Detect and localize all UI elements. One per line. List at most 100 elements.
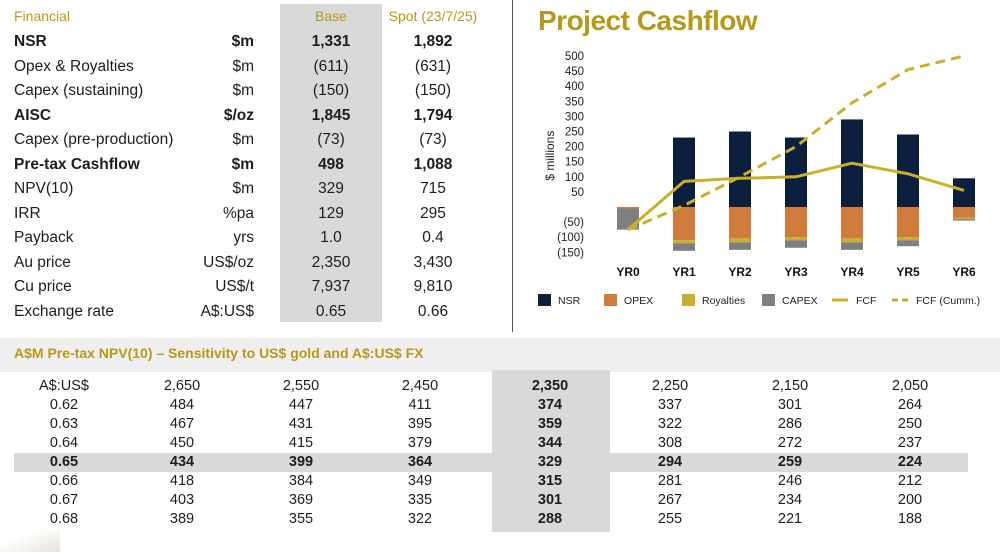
fcf-cumulative-line [627,54,965,232]
x-tick-label: YR3 [784,265,808,279]
financial-row: NSR $m 1,331 1,892 [0,30,500,54]
fx-rate-cell: A$:US$ [39,378,89,394]
npv-cell: 234 [777,492,803,508]
financial-spot: 0.4 [422,229,444,246]
npv-cell: 288 [537,511,563,527]
y-axis-label: $ millions [543,131,557,181]
financial-base: 7,937 [311,278,351,295]
legend-swatch [538,294,551,306]
financial-spot: 1,088 [413,155,453,173]
financial-label: IRR [14,204,41,222]
npv-cell: 221 [777,511,803,527]
sensitivity-row: 0.62 484 447 411 374 337 301 264 [0,396,1000,415]
bar-nsr [953,178,975,207]
npv-cell: 374 [537,397,563,413]
financial-row: Au price US$/oz 2,350 3,430 [0,251,500,275]
financial-spot: 3,430 [413,253,453,271]
npv-cell: 308 [657,435,683,451]
financial-row: Payback yrs 1.0 0.4 [0,226,500,250]
financial-unit: US$/t [215,278,254,295]
chart-title: Project Cashflow [538,5,758,36]
financial-spot: (150) [414,82,452,99]
financial-spot: 1,892 [413,33,453,50]
legend-swatch [762,294,775,306]
spot-header: Spot (23/7/25) [388,8,478,24]
financial-base: 498 [318,155,344,173]
sensitivity-row: 0.64 450 415 379 344 308 272 237 [0,434,1000,453]
npv-cell: 286 [777,416,803,432]
financial-base: 2,350 [311,253,351,271]
financial-base: (73) [317,131,345,148]
financial-base: 1,845 [311,106,351,124]
financial-label: Cu price [14,278,72,295]
y-tick-label: 400 [565,81,584,93]
financial-unit: %pa [222,204,254,222]
bar-capex [897,240,919,247]
npv-cell: 212 [897,473,923,489]
npv-cell: 467 [169,416,195,432]
npv-cell: 200 [897,492,923,508]
y-tick-label: 450 [565,66,584,78]
legend-label: OPEX [624,295,653,307]
npv-cell: 294 [657,454,683,470]
bar-nsr [729,131,751,207]
legend-label: NSR [558,295,581,307]
npv-cell: 329 [537,454,563,470]
legend-label: FCF [856,295,876,307]
financial-row: Capex (pre-production) $m (73) (73) [0,128,500,152]
npv-cell: 259 [777,454,803,470]
legend-label: CAPEX [782,295,818,307]
npv-cell: 384 [288,473,314,489]
bar-capex [673,243,695,251]
bar-royalties [841,238,863,243]
fx-rate-cell: 0.62 [49,397,79,413]
legend-swatch [682,294,695,306]
x-tick-label: YR0 [616,265,640,279]
npv-cell: 337 [657,397,683,413]
npv-cell: 315 [537,473,563,489]
x-tick-label: YR2 [728,265,752,279]
y-tick-label: 100 [565,172,584,184]
npv-cell: 301 [777,397,803,413]
financial-row: Pre-tax Cashflow $m 498 1,088 [0,153,500,177]
financial-row: IRR %pa 129 295 [0,202,500,226]
sensitivity-header-row: A$:US$ 2,650 2,550 2,450 2,350 2,250 2,150 2,05… [0,377,1000,396]
financial-label: Opex & Royalties [14,57,134,75]
financial-spot: (73) [419,131,447,148]
x-tick-label: YR4 [840,265,864,279]
y-tick-label: 250 [565,127,584,139]
section-divider [512,0,513,332]
legend-label: Royalties [702,295,745,307]
financial-row: Exchange rate A$:US$ 0.65 0.66 [0,300,500,324]
financial-unit: yrs [233,229,254,246]
financial-row: Opex & Royalties $m (611) (631) [0,55,500,79]
fx-rate-cell: 0.65 [49,454,79,470]
bar-capex [841,242,863,250]
financial-row: Capex (sustaining) $m (150) (150) [0,79,500,103]
npv-cell: 267 [657,492,683,508]
financial-label: Capex (sustaining) [14,82,144,99]
financial-label: Pre-tax Cashflow [14,155,140,173]
financial-unit: $m [232,82,254,99]
x-tick-label: YR1 [672,265,696,279]
bar-opex [897,207,919,238]
bar-opex [953,207,975,218]
y-tick-label: (50) [564,217,585,229]
financial-spot: 0.66 [417,302,449,320]
npv-cell: 322 [657,416,683,432]
financial-row: Cu price US$/t 7,937 9,810 [0,275,500,299]
financial-unit: $m [231,155,254,173]
npv-cell: 395 [407,416,433,432]
y-tick-label: 300 [565,111,584,123]
sensitivity-row: 0.66 418 384 349 315 281 246 212 [0,472,1000,491]
npv-cell: 2,450 [401,378,439,394]
financial-base: (150) [312,82,350,99]
npv-cell: 399 [288,454,314,470]
npv-cell: 322 [407,511,433,527]
npv-cell: 301 [537,492,563,508]
npv-cell: 2,650 [163,378,201,394]
financial-row: NPV(10) $m 329 715 [0,177,500,201]
npv-cell: 237 [897,435,923,451]
base-column-shade [280,4,382,322]
npv-cell: 349 [407,473,433,489]
